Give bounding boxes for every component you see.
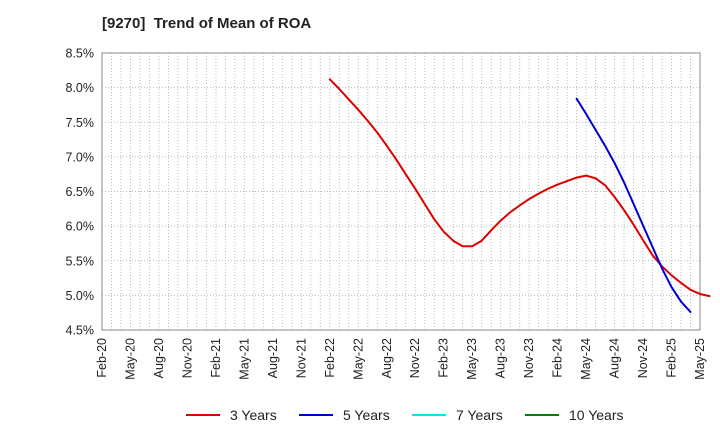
x-tick-label: Nov-21 (294, 338, 308, 378)
y-tick-label: 6.5% (66, 185, 95, 199)
legend-item-10-years: 10 Years (525, 404, 624, 426)
legend-swatch-7-years (412, 414, 446, 416)
x-tick-label: Aug-22 (380, 338, 394, 378)
x-tick-label: Nov-22 (408, 338, 422, 378)
x-tick-label: Feb-23 (437, 338, 451, 378)
y-tick-label: 6.0% (66, 220, 95, 234)
y-tick-label: 5.5% (66, 254, 95, 268)
legend-item-7-years: 7 Years (412, 404, 503, 426)
x-tick-label: May-23 (465, 338, 479, 380)
y-tick-label: 7.0% (66, 150, 95, 164)
legend-swatch-5-years (299, 414, 333, 416)
y-tick-label: 7.5% (66, 116, 95, 130)
x-tick-label: Nov-24 (636, 338, 650, 378)
axis-layer: 4.5% 5.0% 5.5% 6.0% 6.5% 7.0% 7.5% 8.0% 8.5% Feb-… (66, 47, 708, 380)
legend-label-5-years: 5 Years (343, 407, 390, 423)
y-tick-label: 5.0% (66, 289, 95, 303)
grid-layer (101, 52, 701, 331)
x-tick-label: Feb-25 (665, 338, 679, 378)
series-line-5-years (575, 97, 692, 313)
y-tick-label: 8.0% (66, 81, 95, 95)
series-line-3-years (328, 78, 711, 298)
x-tick-label: Nov-20 (180, 338, 194, 378)
y-tick-label: 4.5% (66, 324, 95, 338)
legend: 3 Years 5 Years 7 Years 10 Years (0, 404, 720, 426)
legend-swatch-3-years (186, 414, 220, 416)
legend-item-5-years: 5 Years (299, 404, 390, 426)
x-tick-label: Aug-23 (494, 338, 508, 378)
x-tick-label: May-24 (579, 338, 593, 380)
legend-label-10-years: 10 Years (569, 407, 624, 423)
y-tick-label: 8.5% (66, 47, 95, 61)
x-tick-label: May-21 (237, 338, 251, 380)
x-tick-label: Aug-20 (152, 338, 166, 378)
legend-label-3-years: 3 Years (230, 407, 277, 423)
plot-frame (101, 52, 701, 331)
x-tick-label: Feb-21 (209, 338, 223, 378)
x-tick-label: Feb-24 (551, 338, 565, 378)
legend-item-3-years: 3 Years (186, 404, 277, 426)
x-tick-label: May-20 (123, 338, 137, 380)
x-tick-label: May-25 (693, 338, 707, 380)
legend-swatch-10-years (525, 414, 559, 416)
chart-title: [9270] Trend of Mean of ROA (102, 15, 312, 32)
x-tick-label: Aug-24 (608, 338, 622, 378)
x-tick-label: Nov-23 (522, 338, 536, 378)
x-tick-label: Aug-21 (266, 338, 280, 378)
x-tick-label: Feb-20 (95, 338, 109, 378)
series-layer (328, 78, 711, 313)
x-tick-label: Feb-22 (323, 338, 337, 378)
legend-label-7-years: 7 Years (456, 407, 503, 423)
x-tick-label: May-22 (351, 338, 365, 380)
